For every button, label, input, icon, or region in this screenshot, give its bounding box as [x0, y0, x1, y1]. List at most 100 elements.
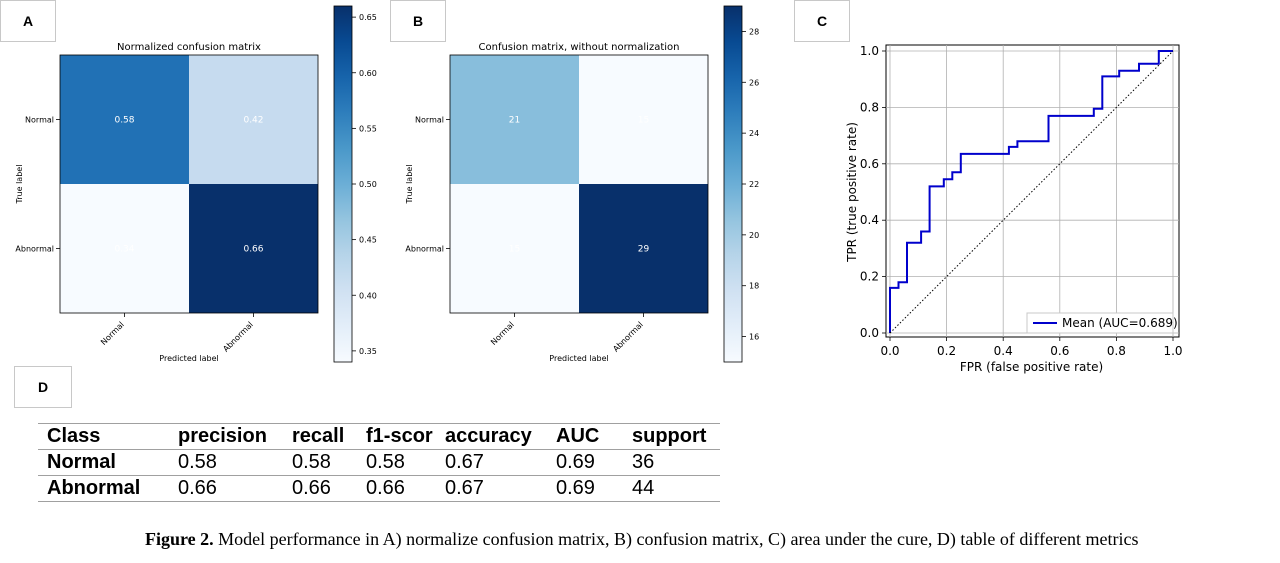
panel-label-d-text: D	[37, 379, 49, 395]
table-header-row-cell-1: precision	[178, 425, 267, 447]
raw-cm-ytick-label-1: Abnormal	[405, 245, 444, 254]
roc-legend-label: Mean (AUC=0.689)	[1062, 316, 1178, 330]
norm-cm-cell-0-1	[189, 55, 318, 184]
table-row-1-cell-1: 0.66	[178, 477, 217, 499]
raw-cm-xlabel: Predicted label	[549, 354, 608, 363]
raw-cm-title: Confusion matrix, without normalization	[479, 42, 680, 53]
roc-ytick-label-3: 0.6	[860, 157, 879, 171]
roc-ytick-label-1: 0.2	[860, 270, 879, 284]
table-row-0-cell-3: 0.58	[366, 451, 405, 473]
panel-label-a: A	[0, 0, 56, 42]
raw-cm-ylabel: True label	[405, 165, 414, 205]
norm-cm-ylabel: True label	[15, 165, 24, 205]
raw-cm-colorbar-tick-label-4: 24	[749, 129, 759, 138]
roc-ytick-label-2: 0.4	[860, 213, 879, 227]
roc-series-0	[889, 50, 1173, 333]
table-header-row-cell-6: support	[632, 425, 707, 447]
panel-label-c: C	[794, 0, 850, 42]
raw-cm-cell-label-0-1: 15	[638, 116, 649, 126]
table-row-1: Abnormal 0.66 0.66 0.66 0.67 0.69 44	[38, 476, 720, 502]
roc-ytick-label-0: 0.0	[860, 326, 879, 340]
norm-cm-cell-1-1	[189, 184, 318, 313]
table-header-row: Class precision recall f1-scor accuracy AUC su…	[38, 423, 720, 450]
roc-xlabel: FPR (false positive rate)	[960, 360, 1103, 374]
norm-cm-xlabel: Predicted label	[159, 354, 218, 363]
raw-cm-cell-0-0	[450, 55, 579, 184]
roc-xtick-label-3: 0.6	[1050, 344, 1069, 358]
raw-cm-cell-label-0-0: 21	[509, 116, 520, 126]
roc-ytick-label-5: 1.0	[860, 44, 879, 58]
table-row-0: Normal 0.58 0.58 0.58 0.67 0.69 36	[38, 450, 720, 476]
caption-text: Model performance in A) normalize confus…	[213, 529, 1139, 549]
norm-cm-xtick-label-0: Normal	[99, 320, 126, 347]
norm-cm-cell-label-1-0: 0.34	[114, 245, 134, 255]
norm-cm-title: Normalized confusion matrix	[117, 42, 261, 53]
table-header-row-cell-4: accuracy	[445, 425, 532, 447]
raw-cm-cell-1-1	[579, 184, 708, 313]
raw-cm-colorbar-tick-label-0: 16	[749, 333, 759, 342]
table-row-0-cell-5: 0.69	[556, 451, 595, 473]
caption-label: Figure 2.	[145, 529, 214, 549]
raw-cm-colorbar-tick-label-5: 26	[749, 78, 759, 87]
norm-cm-frame	[59, 54, 319, 314]
roc-xtick-label-4: 0.8	[1107, 344, 1126, 358]
roc-xtick-label-0: 0.0	[880, 344, 899, 358]
table-header-row-cell-2: recall	[292, 425, 345, 447]
raw-cm-colorbar-tick-label-3: 22	[749, 180, 759, 189]
table-row-0-cell-1: 0.58	[178, 451, 217, 473]
norm-cm-cell-1-0	[60, 184, 189, 313]
panel-label-d: D	[14, 366, 72, 408]
table-header-row-cell-3: f1-scor	[366, 425, 433, 447]
table-row-0-cell-6: 36	[632, 451, 655, 473]
norm-cm-colorbar-tick-label-5: 0.60	[359, 69, 377, 78]
norm-cm-colorbar	[333, 5, 353, 363]
roc-ytick-label-4: 0.8	[860, 100, 879, 114]
panel-label-a-text: A	[22, 13, 34, 29]
metrics-table: Class precision recall f1-scor accuracy AUC su…	[38, 423, 720, 502]
raw-cm-cell-1-0	[450, 184, 579, 313]
roc-xtick-label-5: 1.0	[1163, 344, 1182, 358]
raw-cm-xtick-label-1: Abnormal	[611, 320, 645, 354]
table-row-1-cell-6: 44	[632, 477, 655, 499]
norm-cm-colorbar-tick-label-2: 0.45	[359, 236, 377, 245]
raw-cm-colorbar-tick-label-2: 20	[749, 231, 759, 240]
norm-cm-colorbar-tick-label-0: 0.35	[359, 347, 377, 356]
norm-cm-cell-label-1-1: 0.66	[243, 245, 263, 255]
table-row-1-cell-2: 0.66	[292, 477, 331, 499]
raw-cm-colorbar-tick-label-1: 18	[749, 282, 759, 291]
raw-cm-colorbar	[723, 5, 743, 363]
raw-cm-cell-label-1-0: 15	[509, 245, 520, 255]
norm-cm-cell-label-0-1: 0.42	[243, 116, 263, 126]
norm-cm-colorbar-tick-label-1: 0.40	[359, 291, 377, 300]
norm-cm-cell-label-0-0: 0.58	[114, 116, 134, 126]
table-row-1-cell-3: 0.66	[366, 477, 405, 499]
table-header-row-cell-5: AUC	[556, 425, 600, 447]
table-row-1-cell-4: 0.67	[445, 477, 484, 499]
panel-label-b: B	[390, 0, 446, 42]
raw-cm-frame	[449, 54, 709, 314]
table-row-1-cell-0: Abnormal	[47, 477, 141, 499]
raw-cm-xtick-label-0: Normal	[489, 320, 516, 347]
norm-cm-cell-0-0	[60, 55, 189, 184]
roc-legend	[1026, 312, 1174, 334]
roc-xtick-label-1: 0.2	[937, 344, 956, 358]
panel-label-c-text: C	[816, 13, 828, 29]
norm-cm-xtick-label-1: Abnormal	[221, 320, 255, 354]
norm-cm-ytick-label-1: Abnormal	[15, 245, 54, 254]
table-row-0-cell-2: 0.58	[292, 451, 331, 473]
norm-cm-colorbar-tick-label-3: 0.50	[359, 180, 377, 189]
roc-series-1	[889, 50, 1174, 334]
raw-cm-cell-0-1	[579, 55, 708, 184]
table-row-0-cell-0: Normal	[47, 451, 116, 473]
table-row-1-cell-5: 0.69	[556, 477, 595, 499]
norm-cm-colorbar-tick-label-6: 0.65	[359, 13, 377, 22]
roc-ylabel: TPR (true positive rate)	[845, 122, 859, 263]
raw-cm-cell-label-1-1: 29	[638, 245, 650, 255]
norm-cm-ytick-label-0: Normal	[25, 116, 54, 125]
raw-cm-colorbar-tick-label-6: 28	[749, 27, 759, 36]
panel-label-b-text: B	[412, 13, 424, 29]
norm-cm-colorbar-tick-label-4: 0.55	[359, 124, 377, 133]
raw-cm-ytick-label-0: Normal	[415, 116, 444, 125]
table-row-0-cell-4: 0.67	[445, 451, 484, 473]
